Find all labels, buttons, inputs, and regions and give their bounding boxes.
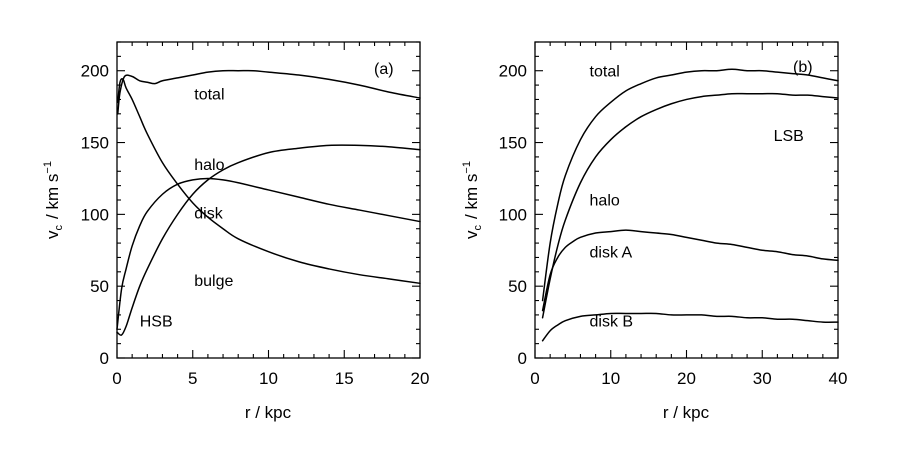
panel-b-tick-labels: 0 10 20 30 40 0 50 100 150 200 (499, 62, 848, 388)
panel-b-x-tick-label: 40 (829, 369, 848, 388)
panel-a-x-tick-label: 0 (112, 369, 121, 388)
panel-b-y-label-rest: / km s (462, 174, 481, 219)
panel-a-curve-disk (116, 177, 421, 331)
panel-b-y-label-sub: c (472, 224, 484, 230)
panel-a-y-axis-label: vc / km s−1 (42, 161, 65, 239)
panel-b-curves (541, 68, 839, 342)
panel-b-y-tick-label: 0 (518, 349, 527, 368)
panel-a-x-tick-label: 20 (411, 369, 430, 388)
panel-a-annotation-disk: disk (194, 206, 223, 223)
panel-a-x-tick-label: 15 (335, 369, 354, 388)
panel-a-x-tick-label: 5 (188, 369, 197, 388)
panel-a-y-label-sub: c (53, 224, 65, 230)
panel-a-x-axis-label: r / kpc (245, 403, 292, 422)
panel-b-annotation-disk-a: disk A (590, 244, 633, 261)
panel-a-annotation-hsb: HSB (140, 313, 173, 330)
panel-b-y-label-main: v (462, 230, 481, 239)
panel-b-y-tick-label: 200 (499, 62, 527, 81)
panel-b-annotations: LSB total halo disk A disk B (590, 63, 804, 330)
panel-b-curve-disk-a (541, 229, 839, 312)
panel-b-x-tick-label: 0 (530, 369, 539, 388)
panel-a-curve-total (117, 69, 421, 115)
panel-a-y-tick-label: 200 (81, 62, 109, 81)
panel-a-y-label-main: v (43, 230, 62, 239)
panel-a-y-tick-label: 150 (81, 134, 109, 153)
panel-a-annotation-bulge: bulge (194, 273, 233, 290)
panel-b-y-label-sup: −1 (461, 161, 473, 174)
panel-b: 0 10 20 30 40 0 50 100 150 200 LSB total halo disk A… (461, 41, 848, 422)
panel-a-annotations: HSB total halo disk bulge (140, 86, 234, 330)
panel-b-annotation-disk-b: disk B (590, 313, 634, 330)
panel-b-x-tick-label: 30 (753, 369, 772, 388)
panel-b-y-tick-label: 150 (499, 134, 527, 153)
panel-b-y-axis-label: vc / km s−1 (461, 161, 484, 239)
panel-b-annotation-total: total (590, 63, 620, 80)
panel-b-plot-frame (534, 41, 839, 359)
panel-b-ticks (534, 41, 839, 359)
panel-a-curve-bulge (117, 78, 421, 285)
panel-b-curve-total (541, 68, 839, 302)
panel-b-annotation-lsb: LSB (774, 128, 804, 145)
panel-b-label: (b) (793, 59, 813, 76)
panel-a-label: (a) (374, 61, 394, 78)
panel-b-x-tick-label: 20 (677, 369, 696, 388)
panel-a-x-tick-label: 10 (259, 369, 278, 388)
panel-a-y-tick-label: 50 (90, 277, 109, 296)
panel-b-y-tick-label: 100 (499, 205, 527, 224)
panel-b-y-tick-label: 50 (508, 277, 527, 296)
panel-a-annotation-total: total (194, 86, 224, 103)
panel-a-curves (116, 69, 421, 336)
panel-b-curve-disk-b (541, 312, 839, 342)
panel-b-x-tick-label: 10 (601, 369, 620, 388)
panel-b-annotation-halo: halo (590, 193, 620, 210)
panel-a-y-label-rest: / km s (43, 174, 62, 219)
panel-a-annotation-halo: halo (194, 157, 224, 174)
panel-a-y-label-sup: −1 (42, 161, 54, 174)
panel-b-x-axis-label: r / kpc (663, 403, 710, 422)
panel-a-curve-halo (116, 144, 421, 336)
panel-a-y-tick-label: 0 (100, 349, 109, 368)
panel-b-curve-halo (541, 92, 839, 319)
panel-a-y-tick-label: 100 (81, 205, 109, 224)
